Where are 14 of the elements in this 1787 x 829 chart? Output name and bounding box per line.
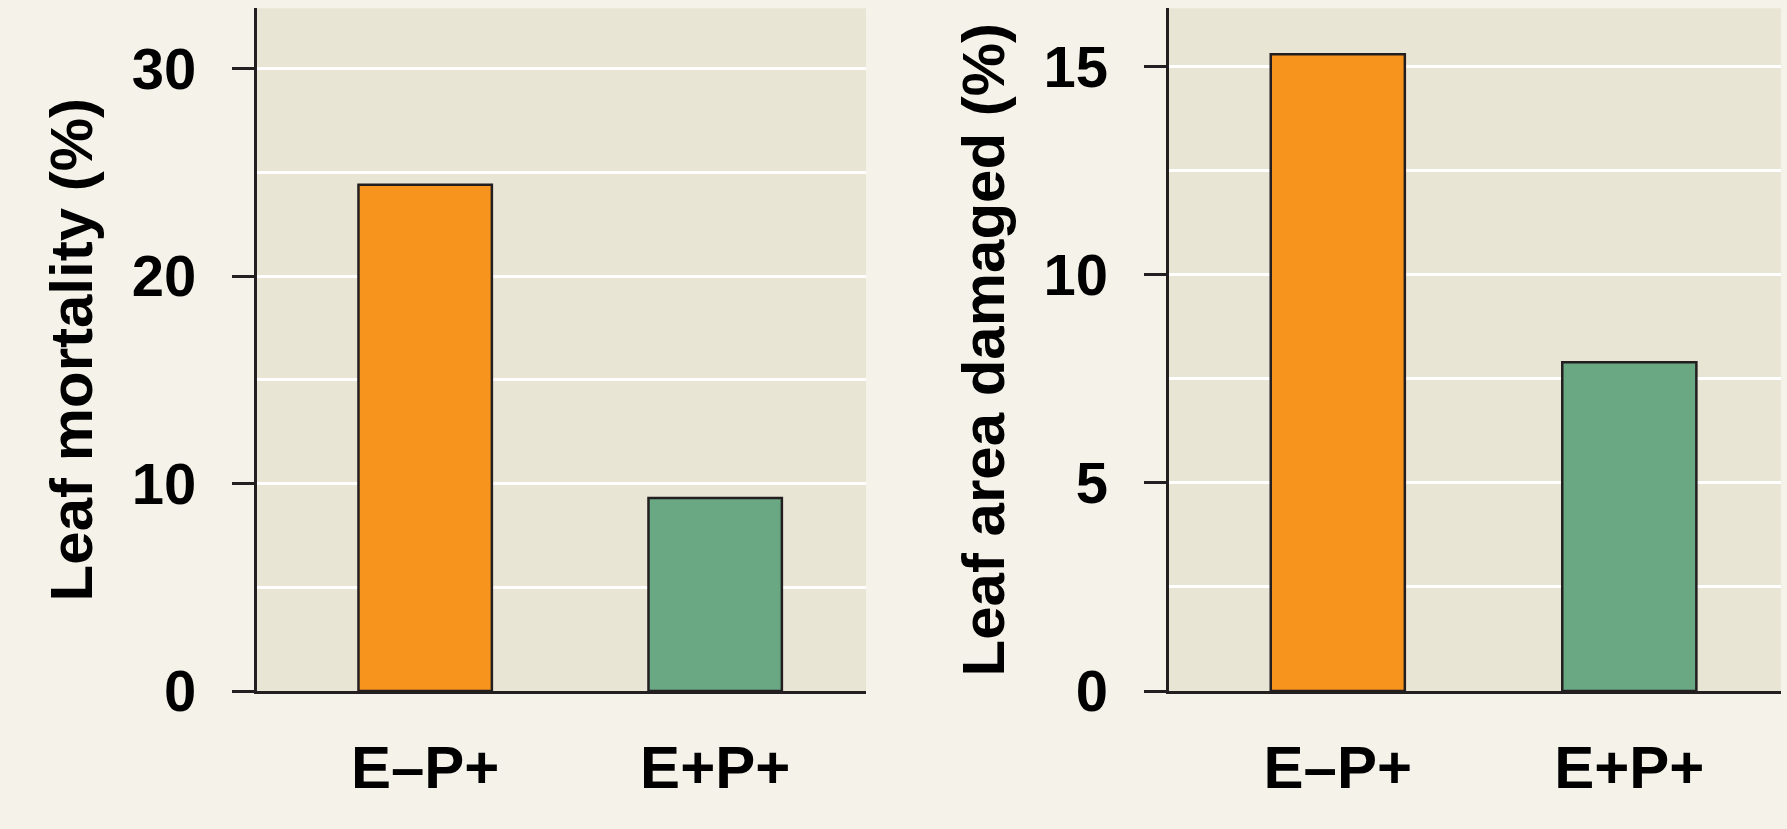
y-tick-label: 0	[1075, 658, 1109, 724]
x-tick-label: E+P+	[1554, 734, 1705, 801]
y-tick-label: 0	[164, 658, 197, 724]
x-tick-label: E–P+	[350, 734, 500, 801]
y-tick-label: 15	[1043, 33, 1109, 99]
y-tick-label: 5	[1075, 450, 1109, 516]
y-tick-label: 10	[1043, 242, 1109, 308]
y-axis-title: Leaf area damaged (%)	[950, 22, 1018, 677]
x-tick-label: E+P+	[640, 734, 791, 801]
y-tick-label: 10	[131, 450, 197, 516]
x-tick-label: E–P+	[1263, 734, 1413, 801]
y-tick-label: 30	[131, 35, 197, 101]
y-tick-label: 20	[131, 243, 197, 309]
y-axis-title: Leaf mortality (%)	[38, 97, 106, 602]
